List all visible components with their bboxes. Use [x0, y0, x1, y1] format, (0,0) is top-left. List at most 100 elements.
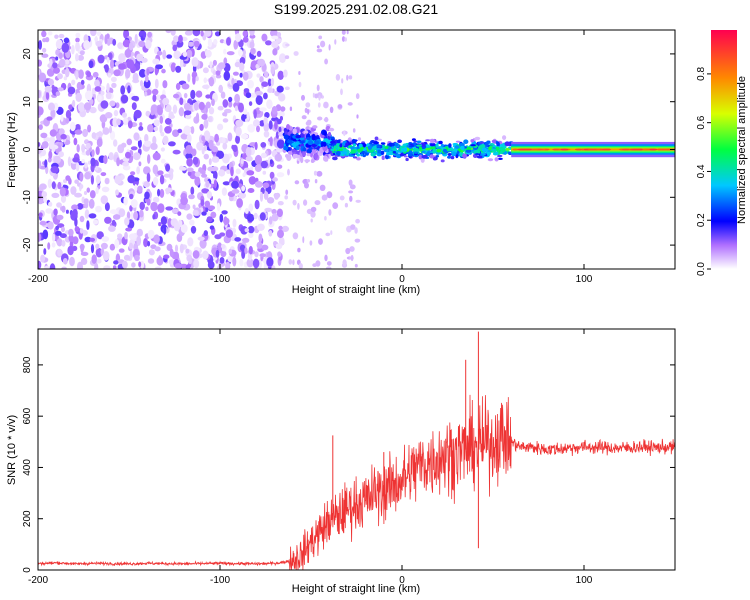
- spectrogram-cell: [219, 39, 225, 44]
- spectrogram-cell: [327, 131, 332, 138]
- spectrogram-cell: [154, 78, 159, 89]
- spectrogram-cell: [316, 84, 320, 92]
- snr-panel: -200 -100 0 100 0 200 400 600 800 Height of stra…: [6, 328, 676, 595]
- spectrogram-cell: [194, 171, 201, 177]
- spectrogram-cell: [46, 116, 53, 121]
- spectrogram-cell: [126, 59, 135, 69]
- spectrogram-cell: [222, 118, 229, 123]
- spectrogram-cell: [292, 199, 297, 206]
- spectrogram-cell: [64, 59, 70, 65]
- spectrogram-cell: [228, 101, 233, 108]
- spectrogram-cell: [201, 135, 206, 142]
- spectrogram-cell: [352, 156, 358, 159]
- spectrogram-cell: [232, 144, 238, 153]
- spectrogram-cell: [421, 150, 426, 154]
- spectrogram-cell: [95, 243, 100, 250]
- spectrogram-cell: [218, 169, 226, 177]
- spectrogram-cell: [202, 67, 209, 74]
- spectrogram-cell: [512, 148, 519, 151]
- spectrogram-cell: [239, 258, 244, 267]
- spectrogram-cell: [150, 201, 158, 212]
- spectrogram-cell: [212, 59, 217, 66]
- spectrogram-cell: [201, 113, 208, 120]
- spectrogram-cell: [317, 102, 321, 108]
- spectrogram-cell: [385, 154, 389, 160]
- spectrogram-cell: [596, 148, 601, 151]
- spectrogram-cell: [204, 200, 211, 208]
- spectrogram-cell: [156, 256, 164, 266]
- spectrogram-cell: [144, 75, 149, 83]
- spectrogram-cell: [266, 99, 273, 110]
- spectrogram-cell: [139, 201, 145, 211]
- spectrogram-cell: [92, 219, 99, 225]
- spectrogram-cell: [348, 179, 353, 186]
- spectrogram-cell: [313, 170, 318, 176]
- spectrogram-cell: [94, 79, 100, 88]
- spectrogram-cell: [86, 142, 91, 149]
- spectrogram-cell: [79, 184, 84, 189]
- spectrogram-cell: [201, 188, 210, 194]
- spectrogram-cell: [360, 153, 364, 157]
- spectrogram-cell: [179, 243, 184, 254]
- spectrogram-cell: [242, 108, 248, 115]
- spectrogram-cell: [413, 151, 419, 154]
- spectrogram-cell: [258, 233, 263, 243]
- spectrogram-cell: [408, 142, 413, 145]
- spectrogram-cell: [314, 140, 320, 145]
- spectrogram-cell: [241, 249, 246, 259]
- spectrogram-cell: [145, 206, 149, 211]
- spectrogram-cell: [294, 180, 300, 185]
- spectrogram-cell: [325, 232, 331, 237]
- spectrogram-cell: [38, 106, 44, 116]
- spectrogram-cell: [438, 140, 443, 145]
- spectrogram-cell: [254, 164, 262, 173]
- spectrogram-cell: [49, 58, 53, 68]
- colorbar-tick-label: 0.8: [696, 67, 707, 81]
- spectrogram-cell: [497, 154, 503, 158]
- spectrogram-cell: [95, 187, 99, 195]
- spectrogram-cell: [267, 78, 272, 87]
- spectrogram-cell: [217, 105, 224, 111]
- spectrogram-cell: [80, 251, 89, 256]
- spectrogram-cell: [175, 82, 181, 91]
- spectrogram-cell: [109, 130, 116, 141]
- spectrogram-cell: [248, 101, 253, 106]
- spectrogram-cell: [143, 79, 151, 89]
- spectrogram-cell: [50, 109, 56, 118]
- spectrogram-cell: [192, 74, 196, 85]
- spectrogram-cell: [67, 156, 71, 167]
- spectrogram-cell: [130, 146, 138, 151]
- spectrogram-cell: [305, 102, 311, 108]
- spectrogram-cell: [144, 133, 149, 143]
- spectrogram-cell: [202, 84, 210, 90]
- spectrogram-cell: [94, 262, 99, 269]
- spectrogram-cell: [209, 225, 215, 230]
- spectrogram-cell: [482, 152, 486, 156]
- spectrogram-cell: [68, 234, 74, 242]
- spectrogram-cell: [161, 68, 166, 74]
- spectrogram-cell: [306, 119, 312, 126]
- spectrogram-cell: [374, 136, 379, 141]
- spectrogram-cell: [173, 35, 179, 43]
- spectrogram-cell: [314, 200, 321, 206]
- spectrogram-cell: [326, 191, 333, 199]
- spectrogram-cell: [307, 140, 314, 146]
- spectrogram-cell: [156, 50, 163, 56]
- spectrogram-cell: [162, 80, 168, 89]
- spectrogram-ytick-label: 0: [22, 146, 33, 152]
- spectrogram-cell: [100, 172, 107, 177]
- spectrogram-cell: [118, 248, 125, 253]
- spectrogram-cell: [172, 149, 181, 155]
- spectrogram-cell: [47, 31, 53, 36]
- spectrogram-cell: [310, 159, 315, 163]
- spectrogram-cell: [48, 150, 53, 159]
- spectrogram-cell: [184, 110, 192, 116]
- spectrogram-cell: [350, 224, 356, 230]
- spectrogram-cell: [220, 250, 227, 258]
- spectrogram-cell: [152, 176, 159, 186]
- spectrogram-cell: [207, 116, 212, 123]
- spectrogram-cell: [474, 136, 481, 141]
- spectrogram-cell: [65, 117, 70, 124]
- spectrogram-cell: [221, 187, 227, 196]
